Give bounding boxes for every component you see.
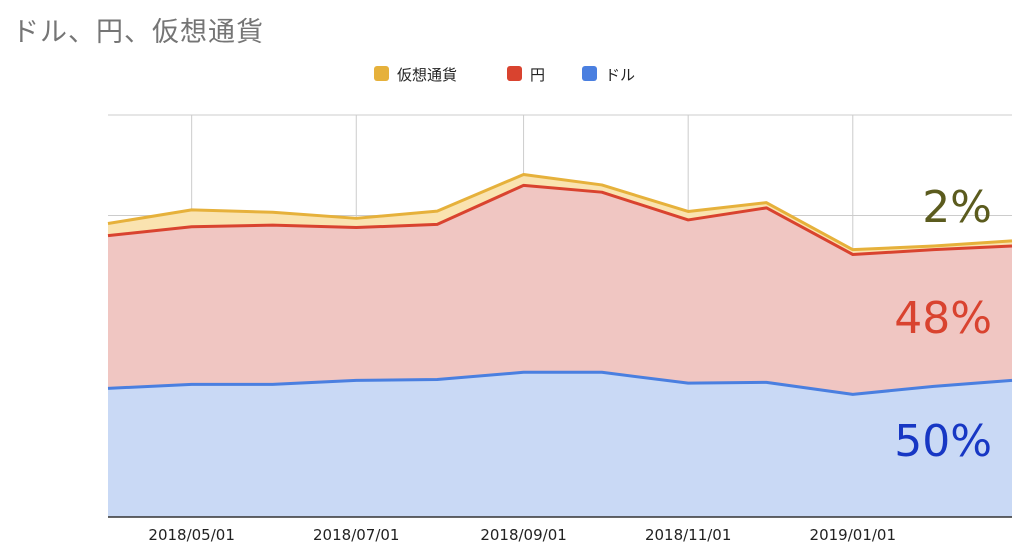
pct-annotation: 48%: [894, 293, 992, 344]
x-tick-label: 2018/07/01: [313, 526, 399, 544]
series-lines: [107, 172, 1013, 396]
chart-title: ドル、円、仮想通貨: [12, 17, 264, 48]
x-tick-label: 2018/05/01: [148, 526, 234, 544]
pct-annotation: 2%: [922, 182, 992, 233]
pct-annotation: 50%: [894, 416, 992, 467]
legend-label: 仮想通貨: [397, 66, 457, 84]
x-tick-label: 2018/09/01: [480, 526, 566, 544]
series-line-円: [107, 183, 1013, 256]
legend-swatch: [507, 66, 522, 81]
series-line-ドル: [107, 370, 1013, 396]
legend-swatch: [374, 66, 389, 81]
legend-label: 円: [530, 66, 545, 84]
area-ドル: [108, 372, 1012, 517]
annotations: 2% 48% 50%: [894, 182, 992, 467]
legend-label: ドル: [605, 66, 635, 84]
legend-swatch: [582, 66, 597, 81]
x-axis: 2018/05/01 2018/07/01 2018/09/01 2018/11/01…: [108, 516, 1012, 544]
legend: 仮想通貨 円 ドル: [374, 66, 635, 84]
area-series: [108, 174, 1012, 517]
series-line-仮想通貨: [107, 172, 1013, 252]
area-円: [108, 185, 1012, 395]
x-tick-label: 2018/11/01: [645, 526, 731, 544]
x-tick-label: 2019/01/01: [810, 526, 896, 544]
